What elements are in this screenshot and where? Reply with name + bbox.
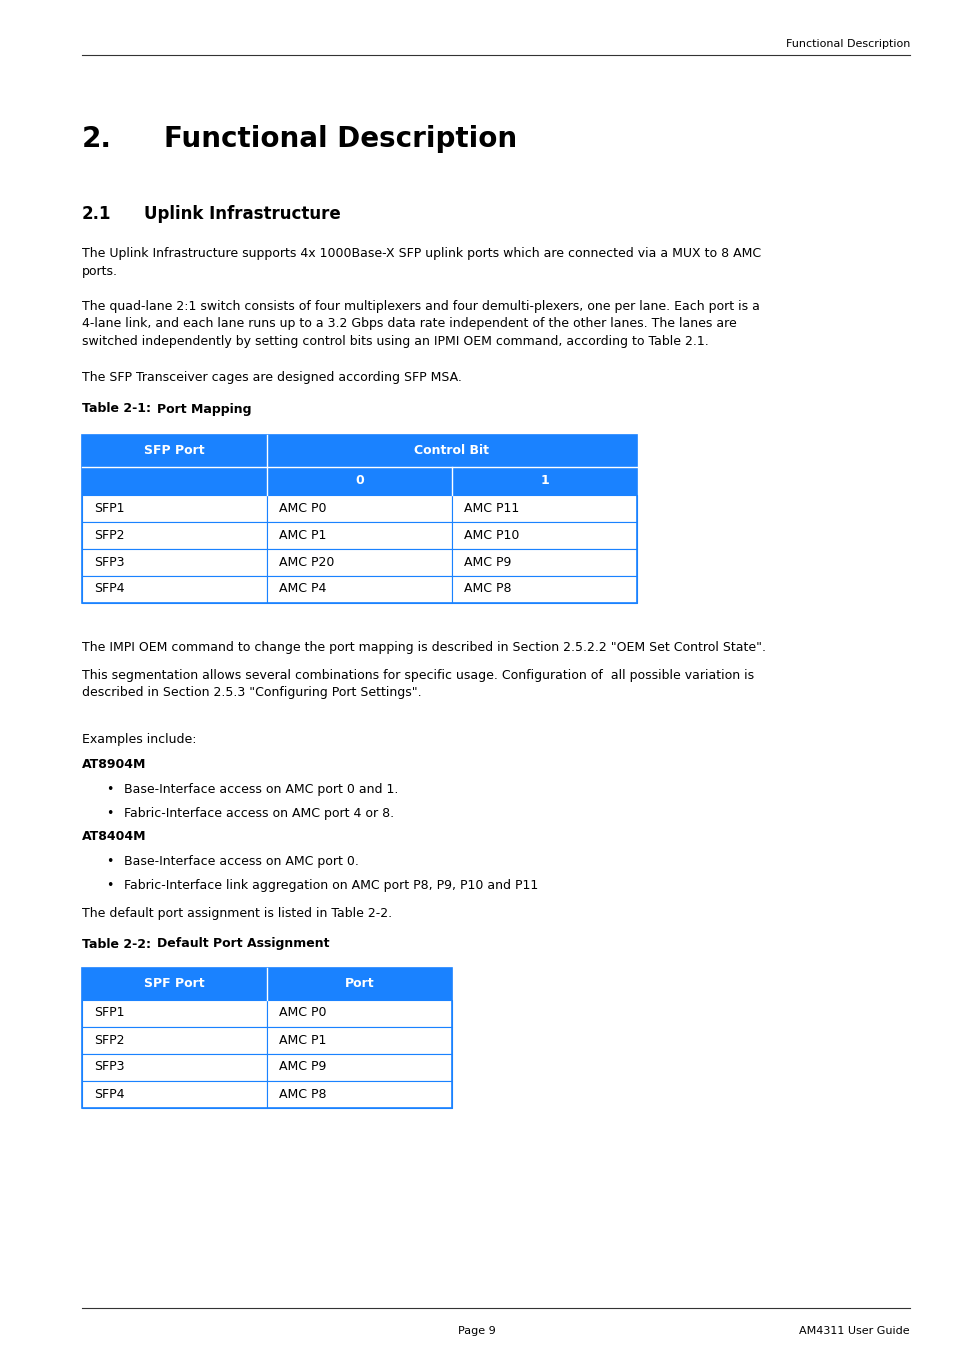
- Text: AT8404M: AT8404M: [82, 830, 147, 844]
- Bar: [82, 968, 267, 999]
- Text: SFP2: SFP2: [94, 1034, 125, 1046]
- Text: This segmentation allows several combinations for specific usage. Configuration : This segmentation allows several combina…: [82, 668, 753, 682]
- Text: AMC P4: AMC P4: [278, 582, 326, 595]
- Text: described in Section 2.5.3 "Configuring Port Settings".: described in Section 2.5.3 "Configuring …: [82, 686, 421, 699]
- Text: Table 2-1:: Table 2-1:: [82, 402, 151, 416]
- Bar: [267, 494, 452, 521]
- Bar: [82, 521, 267, 548]
- Bar: [267, 968, 452, 999]
- Text: Page 9: Page 9: [457, 1326, 496, 1336]
- Text: Default Port Assignment: Default Port Assignment: [157, 937, 329, 950]
- Bar: [82, 575, 267, 602]
- Text: Port Mapping: Port Mapping: [157, 402, 252, 416]
- Bar: [82, 1053, 267, 1080]
- Text: SFP1: SFP1: [94, 501, 125, 514]
- Bar: [82, 548, 267, 575]
- Bar: [82, 435, 637, 602]
- Text: SFP3: SFP3: [94, 1061, 125, 1073]
- Text: Port: Port: [344, 977, 374, 990]
- Text: 4-lane link, and each lane runs up to a 3.2 Gbps data rate independent of the ot: 4-lane link, and each lane runs up to a …: [82, 317, 736, 331]
- Text: 0: 0: [355, 474, 363, 487]
- Bar: [267, 1053, 452, 1080]
- Text: Examples include:: Examples include:: [82, 733, 196, 747]
- Bar: [82, 494, 267, 521]
- Bar: [452, 494, 637, 521]
- Bar: [82, 467, 267, 494]
- Bar: [452, 467, 637, 494]
- Bar: [82, 1026, 267, 1053]
- Text: 2.1: 2.1: [82, 205, 112, 223]
- Bar: [82, 1080, 267, 1107]
- Text: SFP Port: SFP Port: [144, 444, 205, 458]
- Text: AM4311 User Guide: AM4311 User Guide: [799, 1326, 909, 1336]
- Text: SFP1: SFP1: [94, 1007, 125, 1019]
- Text: AT8904M: AT8904M: [82, 757, 146, 771]
- Bar: [267, 1026, 452, 1053]
- Text: AMC P8: AMC P8: [463, 582, 511, 595]
- Text: Table 2-2:: Table 2-2:: [82, 937, 151, 950]
- Text: AMC P1: AMC P1: [278, 528, 326, 541]
- Text: Functional Description: Functional Description: [785, 39, 909, 49]
- Text: •: •: [106, 783, 113, 795]
- Text: SFP3: SFP3: [94, 555, 125, 568]
- Text: switched independently by setting control bits using an IPMI OEM command, accord: switched independently by setting contro…: [82, 335, 708, 348]
- Bar: [267, 521, 452, 548]
- Bar: [452, 575, 637, 602]
- Text: AMC P11: AMC P11: [463, 501, 518, 514]
- Bar: [267, 548, 452, 575]
- Bar: [452, 548, 637, 575]
- Text: The SFP Transceiver cages are designed according SFP MSA.: The SFP Transceiver cages are designed a…: [82, 370, 461, 383]
- Text: Base-Interface access on AMC port 0 and 1.: Base-Interface access on AMC port 0 and …: [124, 783, 398, 795]
- Text: Control Bit: Control Bit: [414, 444, 489, 458]
- Text: •: •: [106, 879, 113, 892]
- Text: AMC P20: AMC P20: [278, 555, 334, 568]
- Text: SFP2: SFP2: [94, 528, 125, 541]
- Bar: [82, 999, 267, 1026]
- Bar: [82, 968, 452, 1107]
- Text: Functional Description: Functional Description: [164, 126, 517, 153]
- Text: Uplink Infrastructure: Uplink Infrastructure: [144, 205, 340, 223]
- Bar: [267, 435, 637, 467]
- Text: AMC P10: AMC P10: [463, 528, 518, 541]
- Text: AMC P1: AMC P1: [278, 1034, 326, 1046]
- Bar: [452, 521, 637, 548]
- Text: The IMPI OEM command to change the port mapping is described in Section 2.5.2.2 : The IMPI OEM command to change the port …: [82, 640, 765, 653]
- Bar: [267, 999, 452, 1026]
- Text: AMC P9: AMC P9: [463, 555, 511, 568]
- Text: Fabric-Interface access on AMC port 4 or 8.: Fabric-Interface access on AMC port 4 or…: [124, 806, 394, 819]
- Text: The default port assignment is listed in Table 2-2.: The default port assignment is listed in…: [82, 907, 392, 921]
- Text: ports.: ports.: [82, 265, 118, 278]
- Text: SFP4: SFP4: [94, 582, 125, 595]
- Text: •: •: [106, 806, 113, 819]
- Text: 2.: 2.: [82, 126, 112, 153]
- Text: The Uplink Infrastructure supports 4x 1000Base-X SFP uplink ports which are conn: The Uplink Infrastructure supports 4x 10…: [82, 247, 760, 261]
- Bar: [267, 467, 452, 494]
- Text: SFP4: SFP4: [94, 1088, 125, 1100]
- Text: Fabric-Interface link aggregation on AMC port P8, P9, P10 and P11: Fabric-Interface link aggregation on AMC…: [124, 879, 537, 892]
- Text: AMC P9: AMC P9: [278, 1061, 326, 1073]
- Text: AMC P0: AMC P0: [278, 1007, 326, 1019]
- Text: •: •: [106, 856, 113, 868]
- Text: SPF Port: SPF Port: [144, 977, 205, 990]
- Text: AMC P8: AMC P8: [278, 1088, 326, 1100]
- Bar: [267, 1080, 452, 1107]
- Text: 1: 1: [539, 474, 548, 487]
- Text: AMC P0: AMC P0: [278, 501, 326, 514]
- Bar: [82, 435, 267, 467]
- Bar: [267, 575, 452, 602]
- Text: The quad-lane 2:1 switch consists of four multiplexers and four demulti-plexers,: The quad-lane 2:1 switch consists of fou…: [82, 300, 760, 313]
- Text: Base-Interface access on AMC port 0.: Base-Interface access on AMC port 0.: [124, 856, 358, 868]
